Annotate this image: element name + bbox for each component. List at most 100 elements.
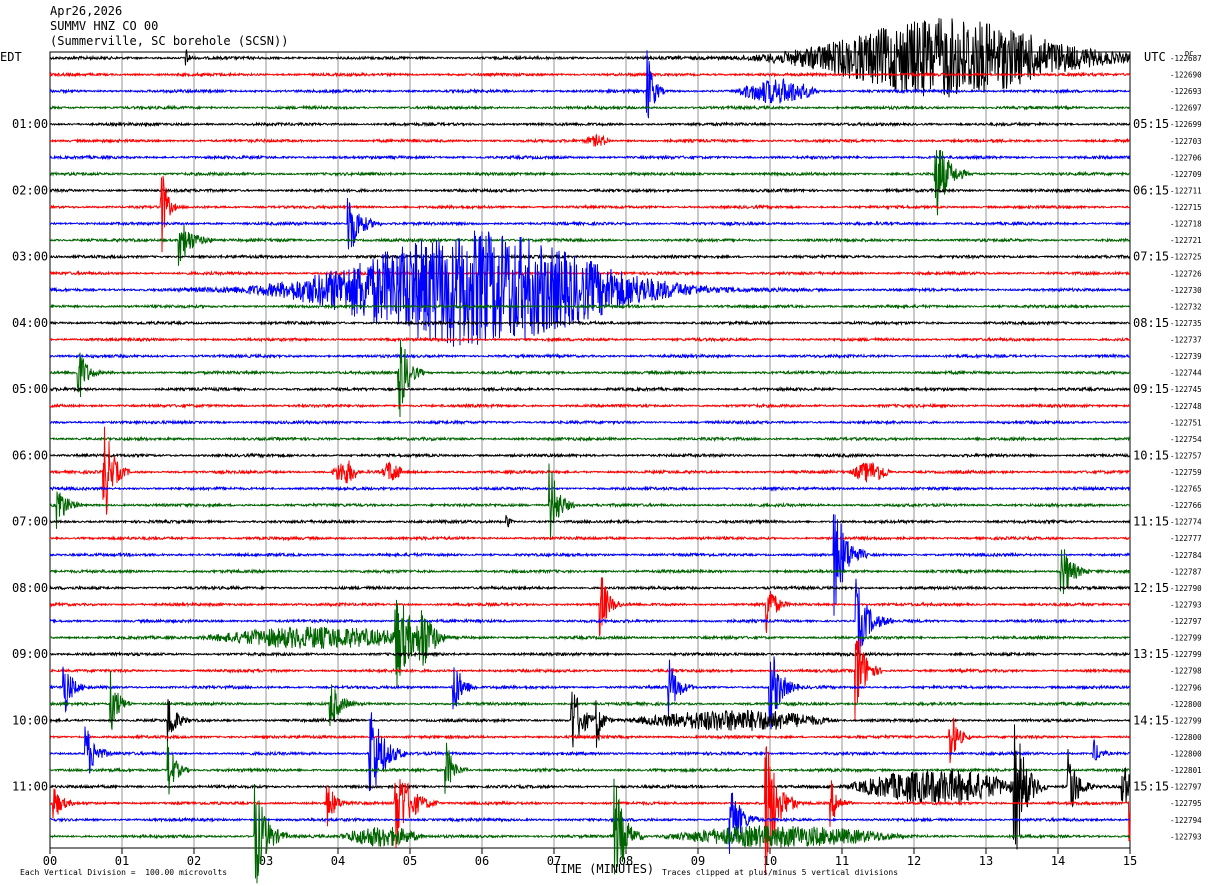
left-axis-label: EDT — [0, 50, 22, 64]
dc-offset-label: -122687 — [1170, 54, 1202, 63]
trace-row-21-red — [49, 402, 1131, 410]
dc-offset-label: -122790 — [1170, 584, 1202, 593]
right-time-label: 05:15 — [1133, 117, 1169, 131]
trace-row-33-red — [49, 577, 1131, 637]
dc-offset-label: -122799 — [1170, 716, 1202, 725]
dc-offset-label: -122799 — [1170, 650, 1202, 659]
dc-offset-label: -122703 — [1170, 137, 1202, 146]
right-time-label: 15:15 — [1133, 780, 1169, 794]
dc-offset-label: -122774 — [1170, 518, 1202, 527]
trace-row-5-red — [49, 133, 1130, 147]
trace-row-2-blue — [49, 50, 1131, 119]
dc-offset-label: -122800 — [1170, 700, 1202, 709]
trace-row-3-green — [49, 104, 1131, 111]
trace-row-20-black — [49, 385, 1131, 393]
trace-row-46-blue — [49, 792, 1131, 855]
dc-offset-label: -122706 — [1170, 153, 1202, 162]
x-tick-label: 03 — [259, 854, 273, 868]
dc-offset-label: -122797 — [1170, 617, 1202, 626]
dc-offset-label: -122757 — [1170, 451, 1202, 460]
x-axis-title: TIME (MINUTES) — [553, 862, 655, 876]
x-tick-label: 10 — [763, 854, 777, 868]
trace-row-31-green — [49, 549, 1131, 594]
trace-row-18-blue — [49, 352, 1131, 360]
left-time-label: 02:00 — [12, 183, 48, 197]
dc-offset-label: -122796 — [1170, 683, 1202, 692]
dc-offset-label: -122699 — [1170, 120, 1202, 129]
dc-offset-label: -122787 — [1170, 567, 1202, 576]
dc-offset-label: -122797 — [1170, 783, 1202, 792]
trace-row-8-black — [49, 187, 1131, 194]
left-time-label: 07:00 — [12, 515, 48, 529]
trace-row-14-blue — [49, 230, 1131, 347]
x-tick-label: 07 — [547, 854, 561, 868]
dc-offset-label: -122751 — [1170, 418, 1202, 427]
trace-row-47-green — [49, 778, 1131, 884]
trace-row-29-red — [49, 535, 1131, 542]
dc-offset-label: -122739 — [1170, 352, 1202, 361]
left-time-label: 11:00 — [12, 780, 48, 794]
trace-row-22-blue — [49, 419, 1131, 426]
trace-row-38-blue — [49, 656, 1131, 730]
trace-row-40-black — [49, 691, 1131, 748]
trace-row-19-green — [49, 339, 1131, 418]
left-time-label: 09:00 — [12, 647, 48, 661]
left-time-label: 03:00 — [12, 250, 48, 264]
trace-row-35-green — [49, 599, 1131, 689]
trace-row-36-black — [49, 650, 1131, 658]
x-tick-label: 12 — [907, 854, 921, 868]
left-time-label: 10:00 — [12, 713, 48, 727]
left-time-label: 01:00 — [12, 117, 48, 131]
trace-row-16-black — [49, 319, 1131, 327]
dc-offset-label: -122697 — [1170, 104, 1202, 113]
trace-row-44-black — [49, 724, 1131, 850]
dc-offset-label: -122793 — [1170, 832, 1202, 841]
x-tick-label: 09 — [691, 854, 705, 868]
trace-row-6-blue — [49, 154, 1130, 161]
vertical-division-note: Each Vertical Division = 100.00 microvol… — [20, 868, 228, 877]
dc-offset-label: -122759 — [1170, 468, 1202, 477]
dc-offset-label: -122798 — [1170, 667, 1202, 676]
trace-row-4-black — [49, 120, 1131, 128]
x-tick-label: 06 — [475, 854, 489, 868]
right-time-label: 11:15 — [1133, 515, 1169, 529]
dc-offset-label: -122737 — [1170, 336, 1202, 345]
dc-offset-label: -122794 — [1170, 816, 1202, 825]
trace-row-45-red — [49, 745, 1131, 876]
dc-offset-label: -122690 — [1170, 71, 1202, 80]
dc-offset-label: -122721 — [1170, 236, 1202, 245]
x-tick-label: 13 — [979, 854, 993, 868]
dc-offset-label: -122735 — [1170, 319, 1202, 328]
trace-row-15-green — [49, 303, 1131, 310]
trace-row-0-black — [49, 18, 1131, 98]
x-tick-label: 14 — [1051, 854, 1065, 868]
left-time-label: 06:00 — [12, 448, 48, 462]
trace-row-30-blue — [49, 514, 1131, 616]
dc-offset-label: -122748 — [1170, 402, 1202, 411]
trace-row-23-green — [49, 435, 1131, 443]
trace-row-39-green — [49, 671, 1131, 730]
dc-offset-label: -122801 — [1170, 766, 1202, 775]
dc-offset-label: -122715 — [1170, 203, 1202, 212]
right-time-label: 13:15 — [1133, 647, 1169, 661]
trace-row-27-green — [49, 463, 1131, 540]
dc-offset-label: -122693 — [1170, 87, 1202, 96]
x-tick-label: 02 — [187, 854, 201, 868]
dc-offset-label: -122711 — [1170, 186, 1202, 195]
x-tick-label: 05 — [403, 854, 417, 868]
x-tick-label: 15 — [1123, 854, 1137, 868]
trace-row-37-red — [50, 638, 1131, 721]
dc-offset-label: -122732 — [1170, 302, 1202, 311]
x-tick-label: 01 — [115, 854, 129, 868]
dc-offset-label: -122745 — [1170, 385, 1202, 394]
right-time-label: 09:15 — [1133, 382, 1169, 396]
dc-offset-label: -122800 — [1170, 750, 1202, 759]
header-location: (Summerville, SC borehole (SCSN)) — [50, 34, 289, 48]
trace-row-41-red — [49, 717, 1131, 764]
clip-note: Traces clipped at plus/minus 5 vertical … — [662, 868, 899, 877]
dc-offset-label: -122754 — [1170, 435, 1202, 444]
trace-row-42-blue — [50, 712, 1131, 792]
trace-row-1-red — [49, 71, 1131, 78]
right-time-label: 07:15 — [1133, 250, 1169, 264]
